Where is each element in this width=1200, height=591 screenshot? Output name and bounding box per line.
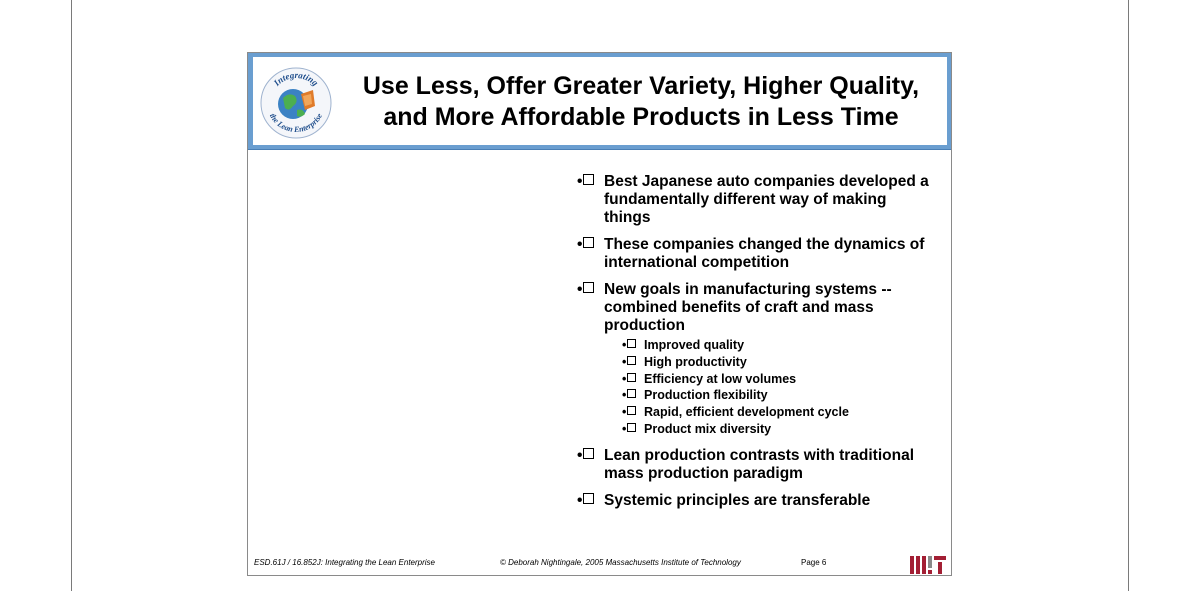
bullet-item: • Lean production contrasts with traditi…	[577, 447, 937, 483]
sub-bullet-item: • Rapid, efficient development cycle	[622, 404, 937, 421]
page-edge-left	[71, 0, 72, 591]
slide-title-line-1: Use Less, Offer Greater Variety, Higher …	[362, 72, 920, 100]
sub-bullet-marker: •	[622, 404, 637, 421]
sub-bullet-text: Product mix diversity	[644, 421, 772, 436]
bullet-list: • Best Japanese auto companies developed…	[577, 173, 937, 519]
footer-page-number: Page 6	[801, 558, 827, 567]
checkbox-square-icon	[627, 422, 637, 432]
sub-bullet-text: Production flexibility	[644, 388, 768, 403]
checkbox-square-icon	[627, 406, 637, 416]
bullet-text: These companies changed the dynamics of …	[604, 236, 925, 271]
bullet-marker: •	[577, 447, 595, 465]
sub-bullet-marker: •	[622, 354, 637, 371]
bullet-marker: •	[577, 492, 595, 510]
sub-bullet-item: • Efficiency at low volumes	[622, 371, 937, 388]
sub-bullet-item: • Product mix diversity	[622, 421, 937, 438]
bullet-marker: •	[577, 236, 595, 254]
slide-header-inner: Integrating the Lean Enterprise Use Less…	[253, 57, 947, 145]
page-edge-right	[1128, 0, 1129, 591]
bullet-marker: •	[577, 281, 595, 299]
slide: Integrating the Lean Enterprise Use Less…	[247, 52, 952, 576]
checkbox-square-icon	[583, 282, 595, 293]
integrating-lean-enterprise-logo: Integrating the Lean Enterprise	[260, 67, 332, 139]
bullet-marker: •	[577, 173, 595, 191]
slide-title-line-2: and More Affordable Products in Less Tim…	[383, 103, 899, 131]
checkbox-square-icon	[627, 389, 637, 399]
checkbox-square-icon	[583, 492, 595, 504]
bullet-text: Lean production contrasts with tradition…	[604, 446, 915, 482]
checkbox-square-icon	[583, 237, 595, 248]
sub-bullet-list: • Improved quality • High productivity •…	[622, 337, 937, 438]
slide-header: Integrating the Lean Enterprise Use Less…	[248, 53, 951, 150]
checkbox-square-icon	[583, 174, 595, 185]
footer-copyright: © Deborah Nightingale, 2005 Massachusett…	[500, 558, 741, 567]
checkbox-square-icon	[627, 355, 637, 365]
sub-bullet-item: • High productivity	[622, 354, 937, 371]
bullet-text: Best Japanese auto companies developed a…	[604, 173, 929, 226]
bullet-text: New goals in manufacturing systems -- co…	[604, 281, 892, 334]
sub-bullet-marker: •	[622, 421, 637, 438]
bullet-item: • New goals in manufacturing systems -- …	[577, 281, 937, 438]
sub-bullet-marker: •	[622, 371, 637, 388]
sub-bullet-item: • Production flexibility	[622, 387, 937, 404]
checkbox-square-icon	[583, 447, 595, 459]
sub-bullet-marker: •	[622, 387, 637, 404]
sub-bullet-text: Improved quality	[644, 338, 745, 352]
bullet-item: • These companies changed the dynamics o…	[577, 236, 937, 272]
sub-bullet-text: Efficiency at low volumes	[644, 371, 797, 386]
sub-bullet-marker: •	[622, 337, 637, 354]
bullet-item: • Best Japanese auto companies developed…	[577, 173, 937, 227]
footer-course: ESD.61J / 16.852J: Integrating the Lean …	[254, 558, 436, 567]
bullet-text: Systemic principles are transferable	[604, 491, 871, 509]
bullet-item: • Systemic principles are transferable	[577, 492, 937, 510]
slide-title: Use Less, Offer Greater Variety, Higher …	[331, 71, 951, 133]
sub-bullet-item: • Improved quality	[622, 337, 937, 354]
checkbox-square-icon	[627, 372, 637, 382]
mit-logo	[910, 556, 946, 574]
checkbox-square-icon	[627, 339, 637, 348]
sub-bullet-text: Rapid, efficient development cycle	[644, 405, 849, 420]
sub-bullet-text: High productivity	[644, 354, 747, 369]
